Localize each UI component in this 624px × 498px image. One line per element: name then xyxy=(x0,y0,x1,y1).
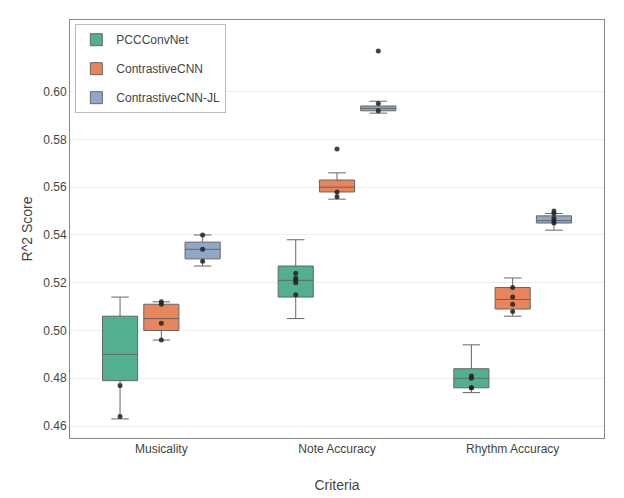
svg-text:0.56: 0.56 xyxy=(43,180,67,194)
svg-text:0.52: 0.52 xyxy=(43,276,67,290)
svg-text:Rhythm Accuracy: Rhythm Accuracy xyxy=(466,442,559,456)
svg-text:ContrastiveCNN-JL: ContrastiveCNN-JL xyxy=(116,91,220,105)
svg-text:PCCConvNet: PCCConvNet xyxy=(116,33,189,47)
svg-text:0.48: 0.48 xyxy=(43,371,67,385)
svg-text:Musicality: Musicality xyxy=(135,442,188,456)
svg-text:R^2 Score: R^2 Score xyxy=(19,196,35,261)
svg-text:0.46: 0.46 xyxy=(43,419,67,433)
svg-text:ContrastiveCNN: ContrastiveCNN xyxy=(116,62,203,76)
svg-text:0.58: 0.58 xyxy=(43,133,67,147)
svg-text:Note Accuracy: Note Accuracy xyxy=(298,442,375,456)
svg-text:0.60: 0.60 xyxy=(43,85,67,99)
svg-text:0.54: 0.54 xyxy=(43,228,67,242)
svg-text:Criteria: Criteria xyxy=(314,477,359,493)
svg-text:0.50: 0.50 xyxy=(43,324,67,338)
